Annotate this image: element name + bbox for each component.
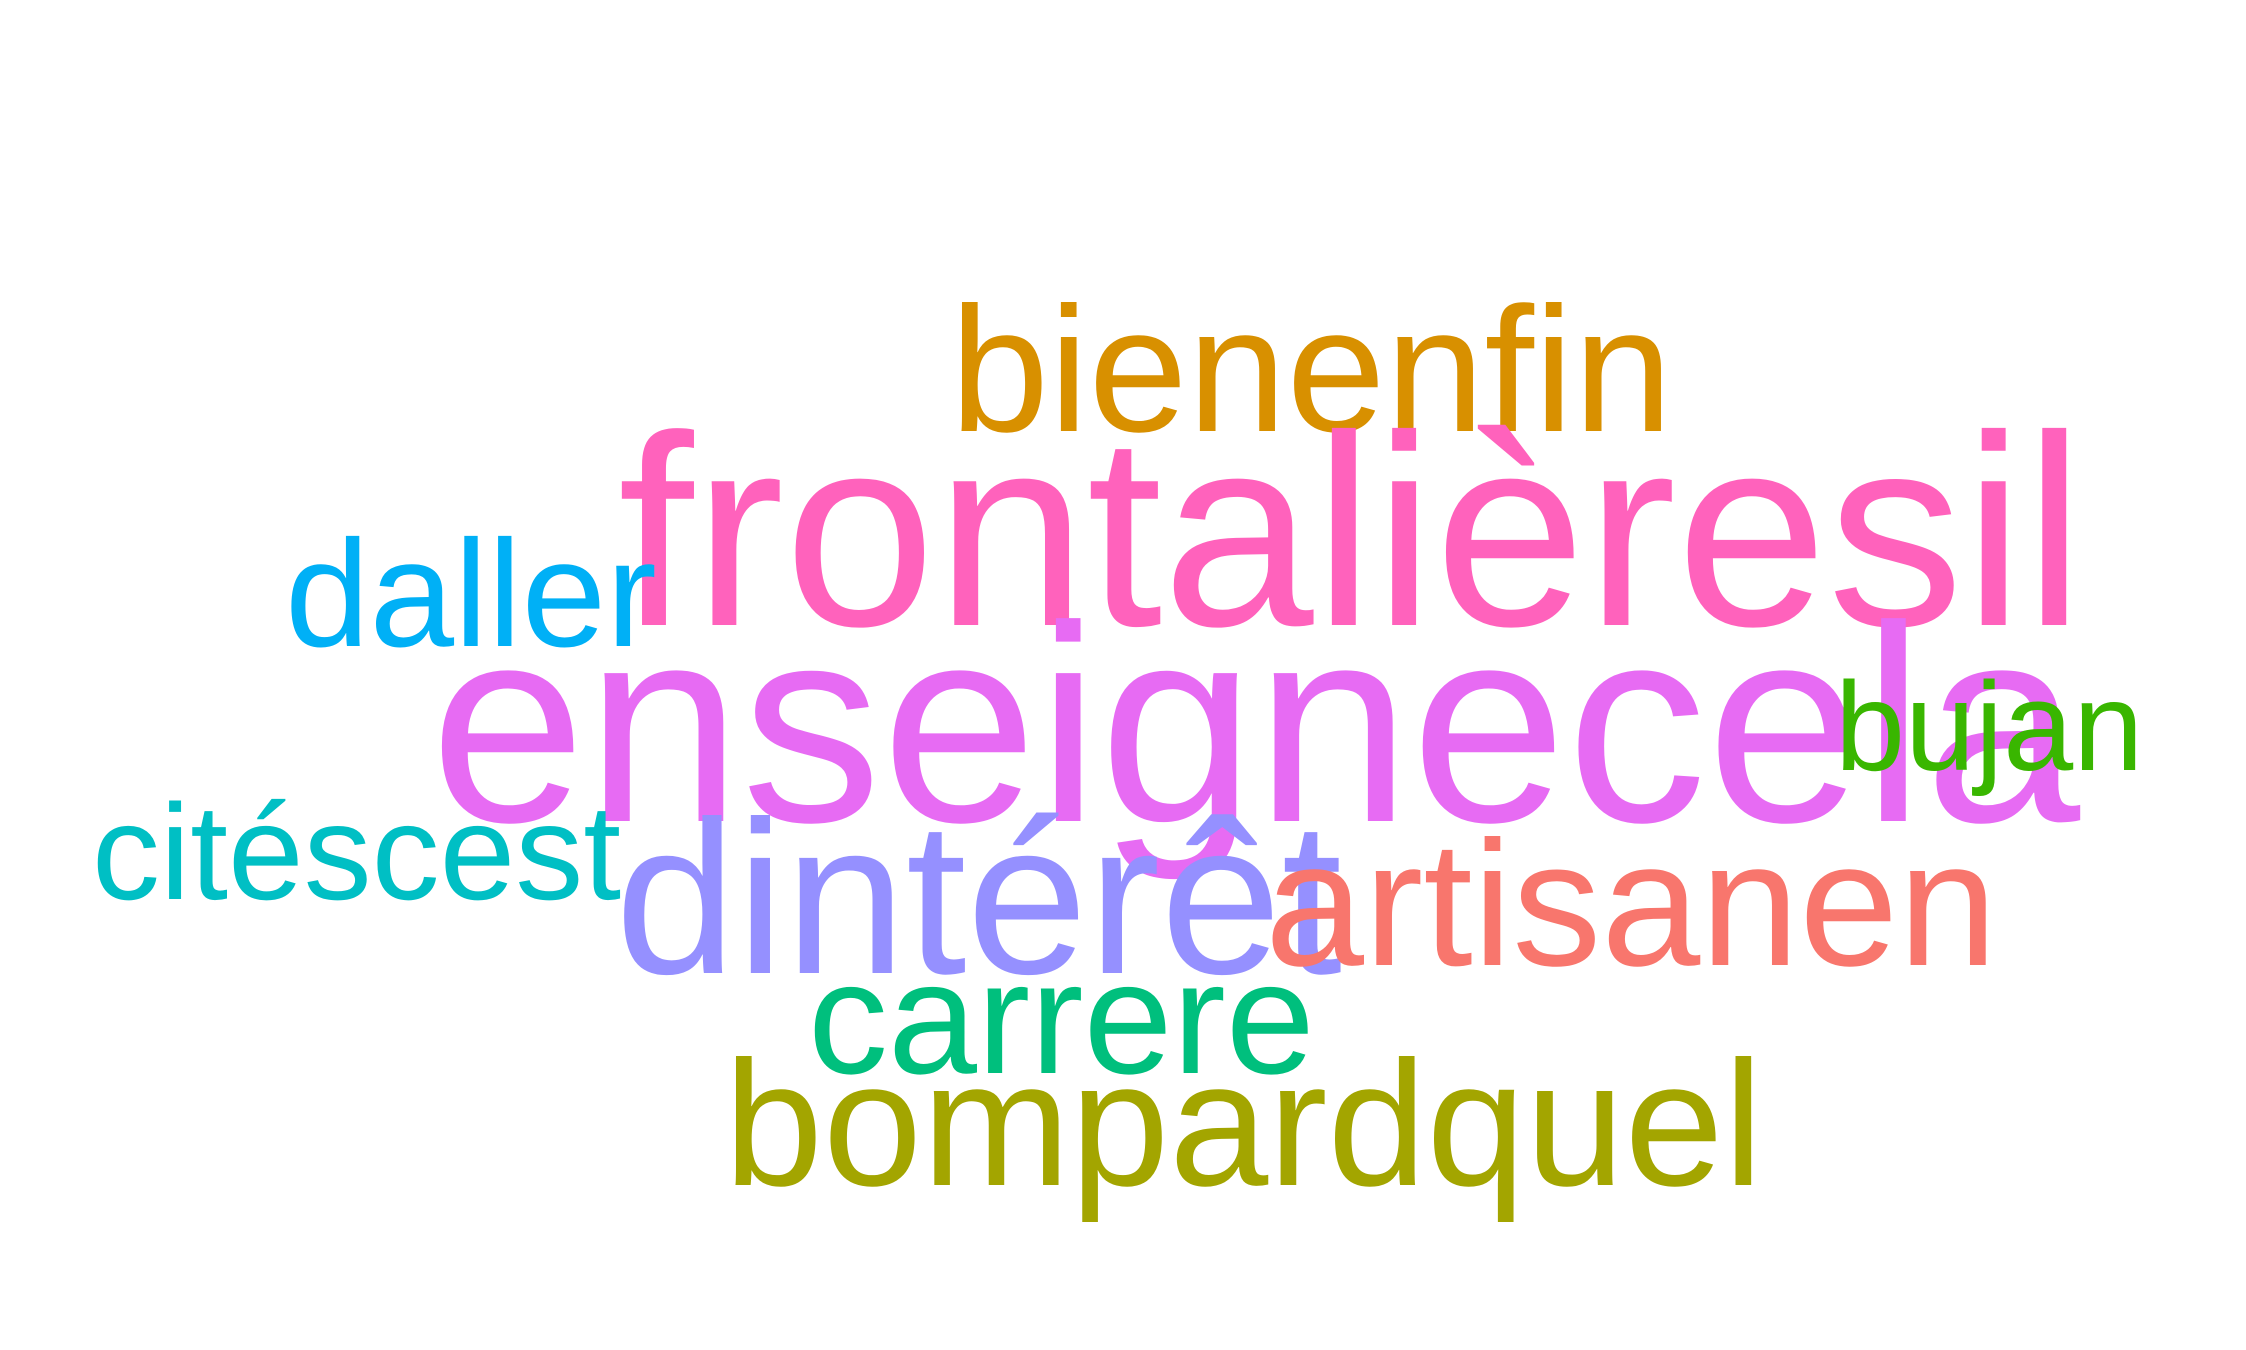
word-artisanen: artisanen: [1265, 804, 1998, 1003]
word-dinteret: dintérêt: [615, 777, 1343, 1020]
word-carrere: carrere: [808, 928, 1315, 1107]
word-frontalieresil: frontalièresil: [618, 379, 2085, 683]
word-citescest: citéscest: [92, 776, 622, 928]
word-bujan: bujan: [1835, 656, 2144, 797]
word-daller: daller: [285, 509, 657, 679]
word-bompardquel: bompardquel: [724, 1024, 1764, 1223]
word-enseignecela: enseignecela: [430, 569, 2081, 881]
word-bienenfin: bienenfin: [950, 270, 1673, 469]
